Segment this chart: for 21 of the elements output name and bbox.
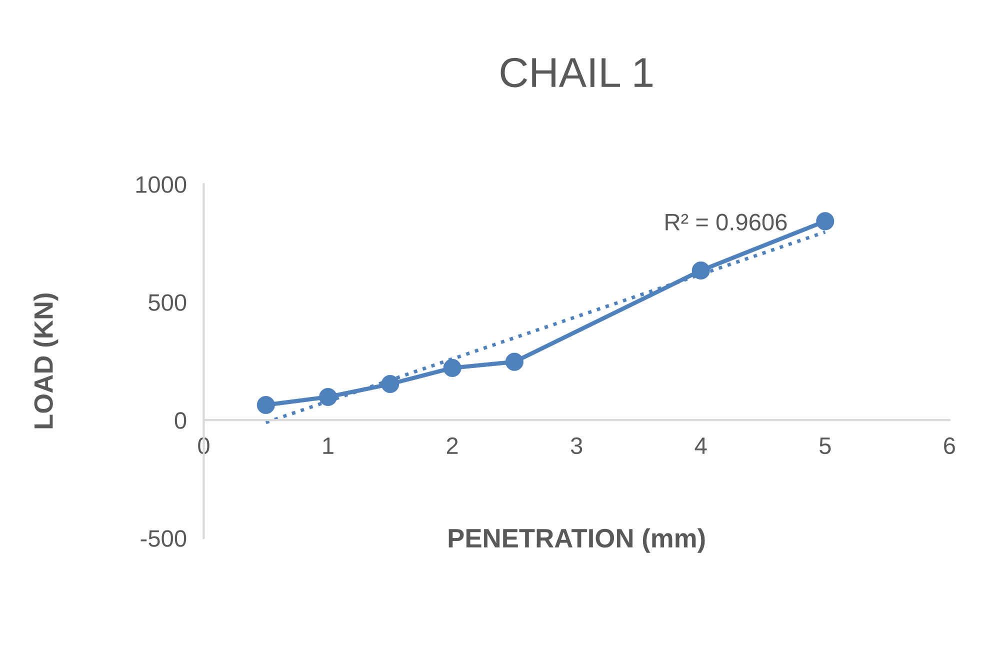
y-tick-label: 0 [174,412,186,429]
point [816,212,834,230]
x-tick-label: 3 [570,437,582,454]
y-tick-label: -500 [140,530,186,547]
x-tick-label: 5 [820,438,831,454]
x-axis-title: PENETRATION (mm) [448,528,705,553]
x-tick-label: 6 [944,437,955,454]
point [443,358,462,377]
x-tick-label: 1 [323,438,334,454]
x-tick-label: 4 [694,438,707,454]
x-tick-label: 2 [446,437,458,454]
point [692,261,710,280]
y-tick-label: 1000 [136,176,186,193]
point [318,388,338,406]
chart-title: CHAIL 1 [500,58,653,88]
y-tick-label: 500 [148,294,186,311]
point [256,396,275,414]
annotation: R² = 0.9606 [666,214,787,230]
y-axis-title: LOAD (KN) [34,294,58,428]
point [381,374,400,394]
point [505,352,524,371]
